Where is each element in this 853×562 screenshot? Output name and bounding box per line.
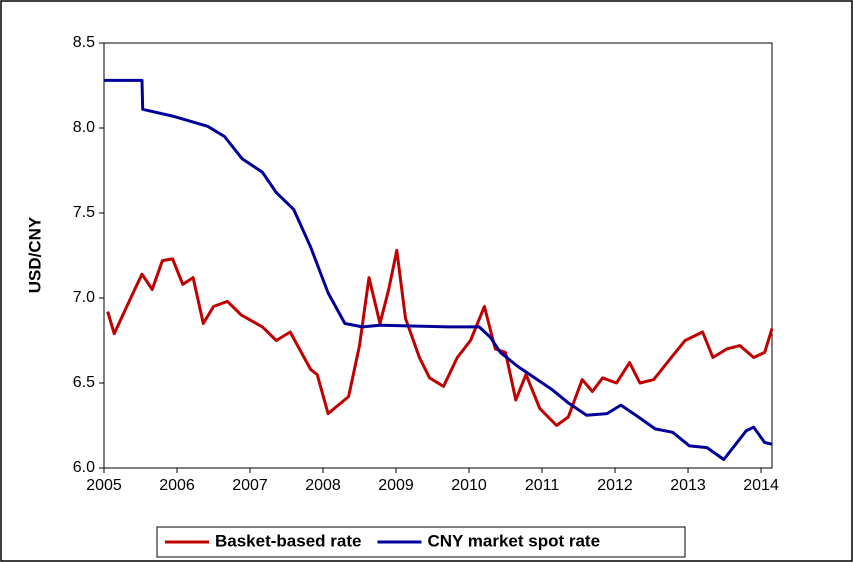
y-tick-label: 8.0	[73, 119, 95, 136]
series-line	[106, 248, 774, 427]
y-axis-label: USD/CNY	[25, 216, 44, 293]
x-tick-label: 2005	[86, 477, 122, 494]
legend-label: CNY market spot rate	[427, 531, 600, 550]
x-tick-label: 2014	[743, 477, 779, 494]
x-tick-label: 2009	[378, 477, 414, 494]
y-tick-label: 6.0	[73, 459, 95, 476]
x-tick-label: 2007	[232, 477, 268, 494]
x-tick-label: 2012	[597, 477, 633, 494]
x-tick-label: 2008	[305, 477, 341, 494]
x-tick-label: 2011	[525, 477, 560, 494]
y-tick-label: 6.5	[73, 374, 95, 391]
plot-area	[103, 42, 773, 469]
series-line	[104, 78, 773, 461]
x-tick-label: 2010	[451, 477, 487, 494]
y-tick-label: 7.5	[73, 204, 95, 221]
legend-label: Basket-based rate	[215, 531, 361, 550]
y-tick-label: 7.0	[73, 289, 95, 306]
x-tick-label: 2006	[159, 477, 195, 494]
y-tick-label: 8.5	[73, 34, 95, 51]
x-tick-label: 2013	[670, 477, 706, 494]
